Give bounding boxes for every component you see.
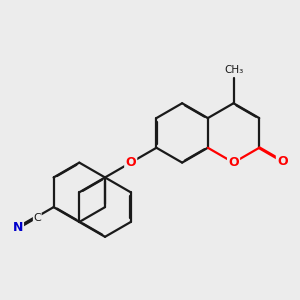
Text: N: N: [12, 221, 23, 234]
Text: O: O: [125, 156, 136, 169]
Text: C: C: [33, 213, 41, 223]
Text: O: O: [277, 154, 288, 168]
Text: CH₃: CH₃: [224, 65, 243, 75]
Text: O: O: [228, 156, 239, 169]
